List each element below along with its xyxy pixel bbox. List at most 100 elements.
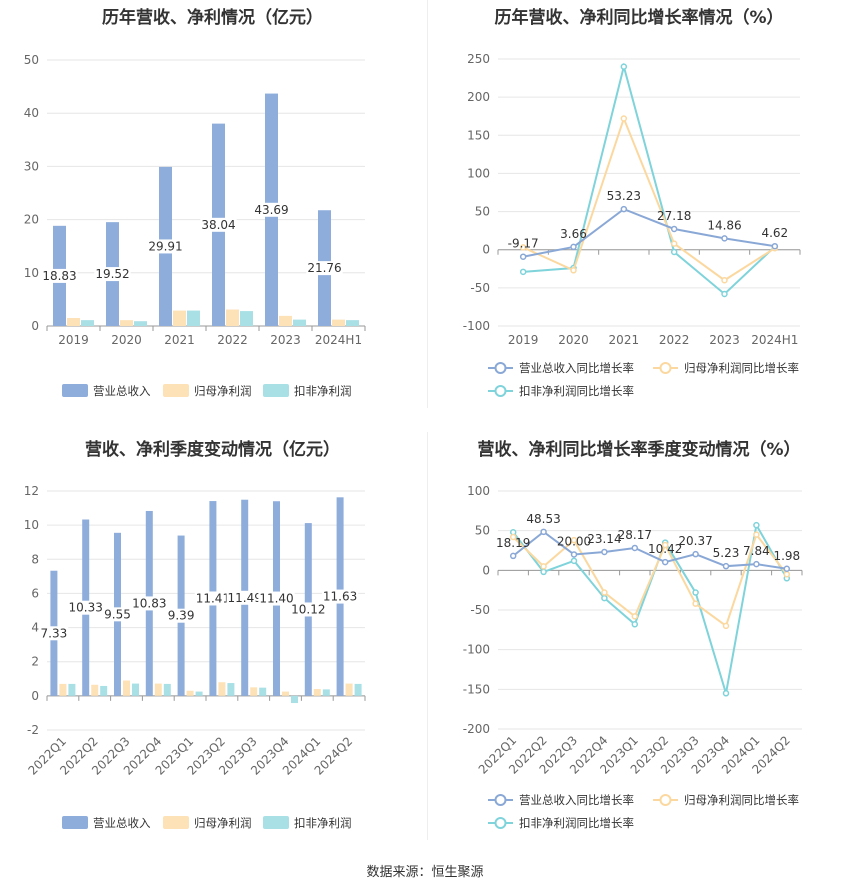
series-line [523,62,776,296]
bar-deducted-profit [259,687,267,696]
data-label: 14.86 [707,218,741,232]
x-tick-label: 2021 [164,333,195,347]
y-tick-label: 6 [31,586,39,600]
data-label: 7.33 [41,626,68,640]
y-tick-label: 8 [31,552,39,566]
bar-net-profit [59,683,67,696]
data-label: 10.42 [648,542,682,556]
bar-net-profit [120,320,133,326]
data-point [670,240,678,247]
data-label: 10.83 [132,596,166,610]
y-tick-label: 100 [467,166,490,180]
data-label-bg [290,602,327,617]
y-tick-label: 20 [24,213,39,227]
y-tick-label: 40 [24,106,39,120]
data-point [722,622,730,630]
data-point [620,205,628,213]
data-point [601,548,608,556]
data-label-bg [94,267,131,282]
data-point [670,248,678,256]
data-point [721,235,728,242]
data-point [721,290,728,298]
bar-deducted-profit [163,683,171,696]
x-tick-label: 2019 [508,333,539,347]
data-label: 48.53 [526,512,560,526]
data-point [570,557,578,565]
data-label: 11.40 [259,592,293,606]
data-label-bg [147,239,184,254]
chart-svg: 0 10 20 30 40 50 2019 2020 2021 2022 2023 2024H1 18.… [24,53,366,398]
data-label-bg [67,600,104,615]
legend-marker [494,794,507,806]
x-tick-label: 2023 [709,333,740,347]
chart-title: 营收、净利同比增长率季度变动情况（%） [477,440,801,460]
legend-label: 归母净利润 [194,384,252,398]
chart-annual-amounts: 历年营收、净利情况（亿元） 0 10 20 30 40 50 2019 2020 2021 202… [0,0,425,410]
data-point [570,536,578,544]
x-tick-label: 2020 [558,333,589,347]
data-label-bg [41,268,78,283]
legend-label: 营业总收入同比增长率 [519,361,634,375]
bar-net-profit [154,683,162,696]
bar-net-profit [218,682,226,696]
y-tick-label: 10 [24,266,39,280]
y-tick-label: 150 [467,128,490,142]
bar-deducted-profit [68,683,76,696]
y-tick-label: 0 [31,319,39,333]
data-point [721,276,728,284]
data-point [631,544,639,552]
data-point [509,533,517,541]
bar-deducted-profit [291,695,298,704]
data-label-bg [200,217,237,232]
data-point [540,568,547,576]
legend-label: 扣非净利润同比增长率 [519,816,634,830]
bar-deducted-profit [346,320,359,326]
data-point [601,594,608,602]
data-label: 1.98 [773,549,800,563]
data-label: 7.84 [743,544,770,558]
data-label: 29.91 [148,239,182,253]
data-source: 数据来源：恒生聚源 [366,865,484,880]
legend-label: 营业总收入 [93,384,151,398]
bar-deducted-profit [81,320,94,326]
data-label-bg [103,607,132,622]
data-label: 11.63 [323,590,357,604]
y-tick-label: -100 [463,319,490,333]
legend-label: 扣非净利润 [294,816,352,830]
y-tick-label: 50 [475,205,490,219]
chart-title: 历年营收、净利同比增长率情况（%） [494,8,784,28]
data-label-bg [306,261,343,276]
data-point [753,521,760,529]
data-point [601,589,608,596]
x-tick-label: 2023 [270,333,301,347]
legend-label: 营业总收入 [93,816,151,830]
legend-label: 归母净利润同比增长率 [684,793,799,807]
x-tick-label: 2021 [609,333,640,347]
y-tick-label: 200 [467,90,490,104]
y-tick-label: 0 [482,243,490,257]
bar-net-profit [313,689,321,696]
bar-net-profit [282,691,289,696]
y-tick-label: 250 [467,52,490,66]
data-point [722,690,730,697]
bar-net-profit [345,683,353,696]
chart-svg: -100 -50 0 50 100 150 200 250 2019 2020 2021 2022 20… [463,52,801,398]
bar-deducted-profit [132,683,139,696]
data-point [631,621,639,628]
data-label: 10.12 [291,602,325,616]
data-point [771,242,779,250]
bar-net-profit [173,310,186,326]
chart-svg: -200-150-100-500501002022Q12022Q22022Q32… [463,484,803,830]
data-label-bg [39,626,69,641]
data-point [631,613,639,620]
data-label: 53.23 [607,189,641,203]
bar-deducted-profit [195,691,203,696]
data-label: 5.23 [713,546,740,560]
legend-marker [659,794,672,806]
bar-deducted-profit [100,685,108,696]
data-point [570,551,578,558]
data-label: 28.17 [618,528,652,542]
bar-net-profit [123,680,130,696]
legend-label: 营业总收入同比增长率 [519,793,634,807]
legend-swatch [62,384,88,397]
